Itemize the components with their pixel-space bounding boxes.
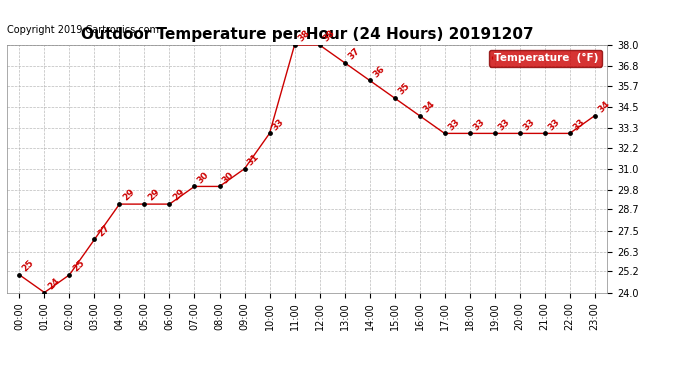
Text: 34: 34 <box>421 99 436 114</box>
Text: 33: 33 <box>271 117 286 132</box>
Text: 38: 38 <box>296 28 311 44</box>
Text: 37: 37 <box>346 46 362 61</box>
Text: 33: 33 <box>546 117 561 132</box>
Text: 25: 25 <box>71 258 86 273</box>
Text: 31: 31 <box>246 152 261 167</box>
Text: 29: 29 <box>121 188 136 203</box>
Point <box>264 130 275 136</box>
Point <box>39 290 50 296</box>
Point <box>464 130 475 136</box>
Text: 33: 33 <box>471 117 486 132</box>
Point <box>89 237 100 243</box>
Text: 38: 38 <box>321 28 336 44</box>
Text: 24: 24 <box>46 276 61 291</box>
Text: 35: 35 <box>396 81 411 97</box>
Point <box>214 183 225 189</box>
Point <box>14 272 25 278</box>
Point <box>314 42 325 48</box>
Point <box>239 166 250 172</box>
Point <box>589 113 600 119</box>
Point <box>289 42 300 48</box>
Point <box>489 130 500 136</box>
Text: 36: 36 <box>371 64 386 79</box>
Text: 33: 33 <box>446 117 461 132</box>
Point <box>439 130 450 136</box>
Point <box>389 95 400 101</box>
Text: 25: 25 <box>21 258 36 273</box>
Text: Copyright 2019 Cartronics.com: Copyright 2019 Cartronics.com <box>7 25 159 35</box>
Point <box>539 130 550 136</box>
Text: 30: 30 <box>196 170 211 185</box>
Point <box>364 77 375 83</box>
Text: 33: 33 <box>571 117 586 132</box>
Point <box>139 201 150 207</box>
Point <box>514 130 525 136</box>
Text: 33: 33 <box>496 117 511 132</box>
Text: 29: 29 <box>171 188 186 203</box>
Text: 33: 33 <box>521 117 536 132</box>
Text: 27: 27 <box>96 223 111 238</box>
Text: 29: 29 <box>146 188 161 203</box>
Point <box>64 272 75 278</box>
Point <box>164 201 175 207</box>
Point <box>564 130 575 136</box>
Point <box>189 183 200 189</box>
Text: 34: 34 <box>596 99 611 114</box>
Point <box>114 201 125 207</box>
Point <box>414 113 425 119</box>
Text: 30: 30 <box>221 170 236 185</box>
Point <box>339 60 350 66</box>
Title: Outdoor Temperature per Hour (24 Hours) 20191207: Outdoor Temperature per Hour (24 Hours) … <box>81 27 533 42</box>
Legend: Temperature  (°F): Temperature (°F) <box>489 50 602 66</box>
